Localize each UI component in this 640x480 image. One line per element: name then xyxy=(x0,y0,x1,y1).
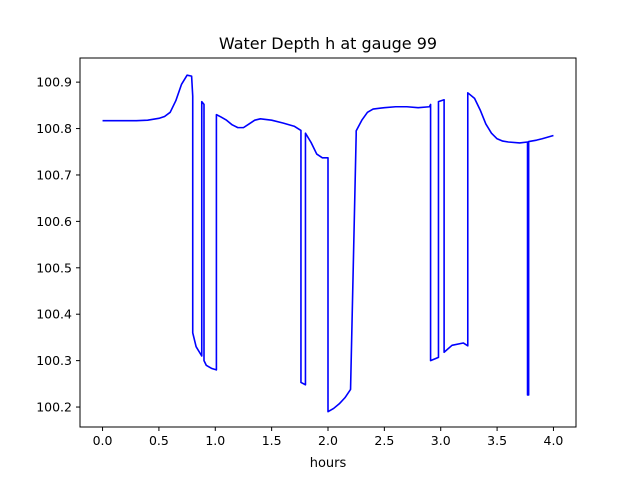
x-tick-label: 0.0 xyxy=(93,433,113,448)
y-tick-label: 100.4 xyxy=(36,307,72,322)
y-tick-label: 100.2 xyxy=(36,400,72,415)
x-tick-label: 2.0 xyxy=(318,433,338,448)
x-axis-label: hours xyxy=(310,456,347,471)
y-tick-label: 100.5 xyxy=(36,260,72,275)
y-tick-label: 100.6 xyxy=(36,214,72,229)
x-axis: 0.0 0.5 1.0 1.5 2.0 2.5 3.0 3.5 4.0 xyxy=(93,427,564,448)
y-tick-label: 100.7 xyxy=(36,167,72,182)
y-tick-label: 100.9 xyxy=(36,75,72,90)
water-depth-line xyxy=(102,74,554,413)
y-axis: 100.2 100.3 100.4 100.5 100.6 100.7 100.8 100.9 xyxy=(36,75,80,415)
x-tick-label: 1.0 xyxy=(205,433,225,448)
x-tick-label: 3.5 xyxy=(487,433,507,448)
chart-title: Water Depth h at gauge 99 xyxy=(219,34,437,53)
y-tick-label: 100.3 xyxy=(36,353,72,368)
x-tick-label: 4.0 xyxy=(544,433,564,448)
x-tick-label: 2.5 xyxy=(374,433,394,448)
x-tick-label: 0.5 xyxy=(149,433,169,448)
x-tick-label: 3.0 xyxy=(431,433,451,448)
x-tick-label: 1.5 xyxy=(262,433,282,448)
y-tick-label: 100.8 xyxy=(36,121,72,136)
